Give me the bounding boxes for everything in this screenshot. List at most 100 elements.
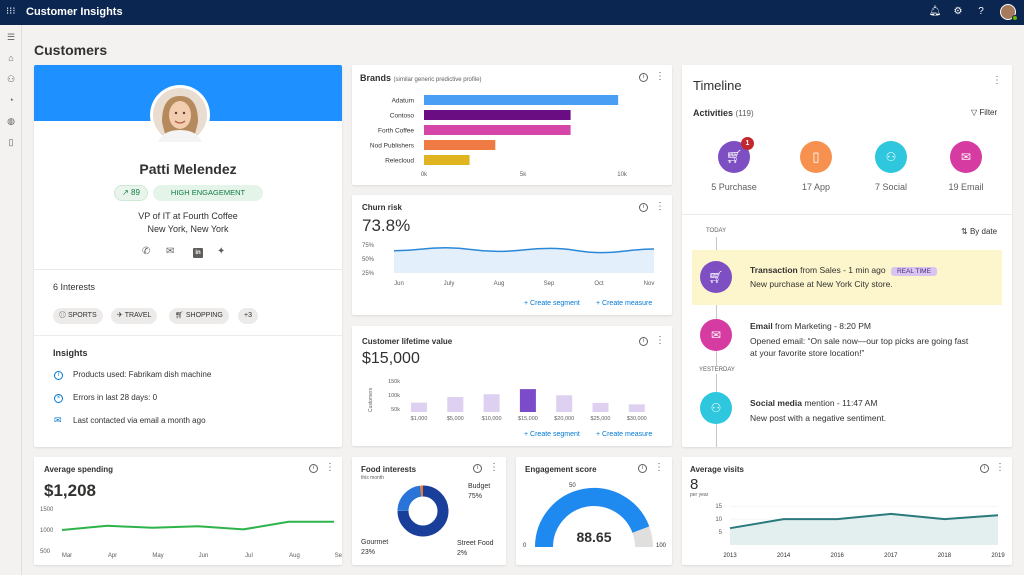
food-slice xyxy=(397,485,449,537)
brand-tick: 5k xyxy=(520,172,527,178)
people-icon: ⚇ xyxy=(700,392,732,424)
churn-ytick: 75% xyxy=(362,243,375,249)
segments-icon[interactable]: ◔ xyxy=(8,95,14,105)
more-icon[interactable]: ⋮ xyxy=(325,462,335,473)
gauge-fill xyxy=(535,488,650,548)
trend-up-icon: ↗ xyxy=(122,188,129,197)
info-icon[interactable]: i xyxy=(309,464,318,473)
timeline-card: Timeline ⋮ Activities (119) ▽ Filter 🛒︎ … xyxy=(682,65,1012,447)
engagement-card: Engagement score i ⋮ 50 0 100 88.65 xyxy=(516,457,672,565)
interest-tag-travel[interactable]: ✈︎ TRAVEL xyxy=(111,308,158,324)
data-icon[interactable]: ▯ xyxy=(8,137,14,147)
churn-value: 73.8% xyxy=(362,216,411,235)
create-segment-link[interactable]: + Create segment xyxy=(524,300,580,307)
visits-xtick: 2018 xyxy=(938,553,952,559)
clv-ytick: 100k xyxy=(388,393,400,399)
realtime-badge: REAL TIME xyxy=(890,267,937,276)
spending-xtick: Mar xyxy=(62,553,72,559)
clv-value: $15,000 xyxy=(362,350,420,367)
portrait-image xyxy=(153,88,207,142)
churn-ytick: 50% xyxy=(362,257,375,263)
activity-cat-label: 17 App xyxy=(801,182,831,192)
activity-cat-email[interactable]: ✉ 19 Email xyxy=(933,141,999,201)
info-icon[interactable]: i xyxy=(639,73,648,82)
info-icon[interactable]: i xyxy=(639,337,648,346)
activities-count: (119) xyxy=(735,109,754,118)
notification-icon[interactable]: 🔔︎ xyxy=(928,6,942,17)
interest-tag-sports[interactable]: ⚾︎ SPORTS xyxy=(53,308,103,324)
help-icon[interactable]: ? xyxy=(978,6,984,17)
waffle-icon[interactable]: ⁝⁝⁝ xyxy=(6,6,16,17)
spending-value: $1,208 xyxy=(44,481,96,500)
info-icon[interactable]: i xyxy=(980,464,989,473)
customers-icon[interactable]: ⚇ xyxy=(6,74,16,84)
visits-xtick: 2014 xyxy=(777,553,791,559)
churn-xtick: Sep xyxy=(544,281,555,287)
clv-bar xyxy=(483,394,500,412)
spending-card: Average spending i ⋮ $1,208 1500 1000 500 M… xyxy=(34,457,342,565)
linkedin-icon[interactable]: in xyxy=(193,248,203,258)
brands-subtitle: (similar generic predictive profile) xyxy=(393,77,482,83)
clv-bar xyxy=(592,402,609,412)
globe-icon[interactable]: ◍ xyxy=(7,116,15,126)
more-icon[interactable]: ⋮ xyxy=(655,335,665,346)
mail-icon[interactable]: ✉ xyxy=(166,246,175,257)
info-icon[interactable]: i xyxy=(473,464,482,473)
more-icon[interactable]: ⋮ xyxy=(654,462,664,473)
visits-chart: 15 10 5 2013 2014 2016 2017 2018 2019 xyxy=(715,504,1005,559)
churn-area xyxy=(394,247,654,273)
email-icon: ✉ xyxy=(700,319,732,351)
activity-cat-social[interactable]: ⚇ 7 Social xyxy=(858,141,924,201)
app-title[interactable]: Customer Insights xyxy=(26,6,123,18)
visits-xtick: 2017 xyxy=(884,553,898,559)
phone-app-icon: ▯ xyxy=(800,141,832,173)
brand-bar xyxy=(424,125,571,135)
activity-cat-label: 5 Purchase xyxy=(711,182,757,192)
visits-ytick: 5 xyxy=(719,530,723,536)
top-bar: ⁝⁝⁝ Customer Insights 🔔︎ ⚙ ? xyxy=(0,0,1024,25)
activity-cat-app[interactable]: ▯ 17 App xyxy=(783,141,849,201)
gear-icon[interactable]: ⚙ xyxy=(953,6,963,17)
churn-line xyxy=(393,247,655,254)
more-icon[interactable]: ⋮ xyxy=(655,201,665,212)
activity-cat-purchase[interactable]: 🛒︎ 1 5 Purchase xyxy=(701,137,767,201)
job-title: VP of IT at Fourth Coffee xyxy=(138,211,238,221)
info-icon[interactable]: i xyxy=(639,203,648,212)
create-measure-link[interactable]: + Create measure xyxy=(596,431,653,438)
more-icon[interactable]: ⋮ xyxy=(995,462,1005,473)
interest-tag-shopping[interactable]: 🛒︎ SHOPPING xyxy=(169,308,229,324)
spending-xtick: Jun xyxy=(199,553,209,559)
home-icon[interactable]: ⌂ xyxy=(8,53,14,63)
visits-title: Average visits xyxy=(690,465,744,474)
engagement-badge: HIGH ENGAGEMENT xyxy=(153,185,263,201)
twitter-icon[interactable]: ✦ xyxy=(217,246,226,257)
more-icon[interactable]: ⋮ xyxy=(655,71,665,82)
brand-tick: 10k xyxy=(617,172,628,178)
create-segment-link[interactable]: + Create segment xyxy=(524,431,580,438)
phone-icon[interactable]: ✆ xyxy=(142,246,151,257)
more-icon[interactable]: ⋮ xyxy=(489,462,499,473)
clv-xtick: $20,000 xyxy=(554,416,574,422)
engagement-gauge xyxy=(535,488,653,548)
activity-cat-label: 7 Social xyxy=(874,182,908,192)
create-measure-link[interactable]: + Create measure xyxy=(596,300,653,307)
filter-button[interactable]: ▽ Filter xyxy=(971,108,998,117)
info-icon[interactable]: i xyxy=(638,464,647,473)
interest-more[interactable]: +3 xyxy=(238,308,258,324)
timeline-item-highlight[interactable] xyxy=(692,250,1002,305)
sort-icon: ⇅ xyxy=(961,227,968,236)
more-icon[interactable]: ⋮ xyxy=(992,75,1002,86)
interests-title: 6 Interests xyxy=(53,282,96,292)
sort-button[interactable]: ⇅ By date xyxy=(961,227,998,236)
clv-card: Customer lifetime value i ⋮ $15,000 Cust… xyxy=(352,326,672,446)
spending-title: Average spending xyxy=(44,465,114,474)
food-donut-chart xyxy=(397,485,449,537)
engagement-value: 88.65 xyxy=(576,529,612,545)
clv-bar xyxy=(519,389,536,412)
food-card: Food interests this month i ⋮ Budget 75% … xyxy=(352,457,506,565)
brand-label: Relecloud xyxy=(385,158,414,165)
clv-bar xyxy=(411,402,427,412)
today-label: TODAY xyxy=(705,228,728,234)
info-icon: i xyxy=(54,371,63,380)
hamburger-icon[interactable]: ☰ xyxy=(6,32,16,42)
